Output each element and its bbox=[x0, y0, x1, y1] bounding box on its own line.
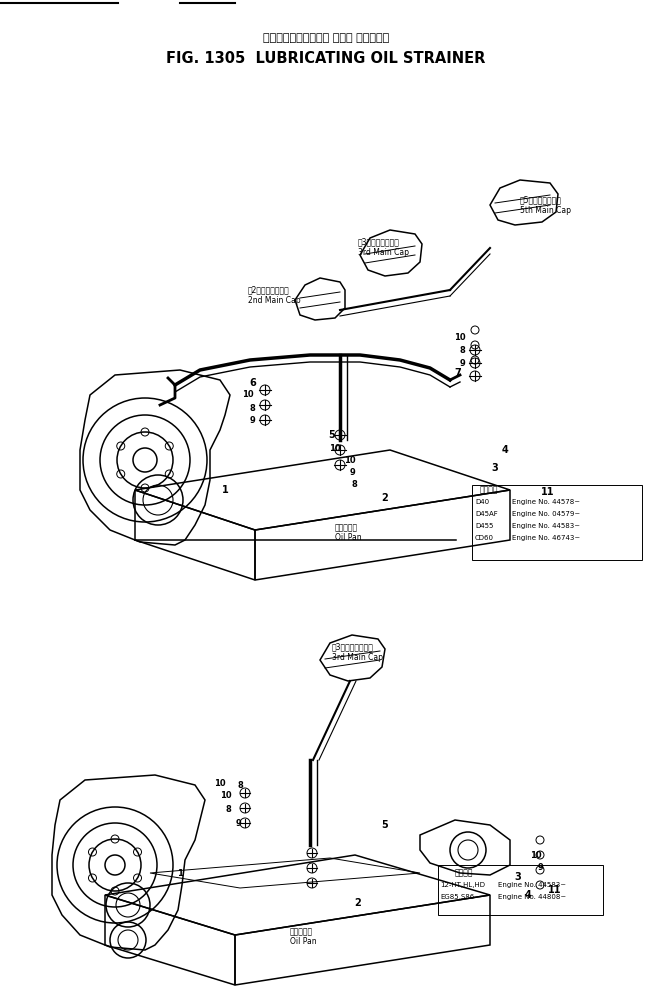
Text: 第3メインキャップ: 第3メインキャップ bbox=[332, 642, 374, 651]
Text: 第3メインキャップ: 第3メインキャップ bbox=[358, 237, 400, 246]
Text: 10: 10 bbox=[215, 779, 226, 788]
Text: 2: 2 bbox=[355, 898, 361, 908]
Text: ルーブリケーティング オイル ストレーナ: ルーブリケーティング オイル ストレーナ bbox=[263, 33, 389, 43]
Text: 8: 8 bbox=[225, 806, 231, 815]
Text: 8: 8 bbox=[237, 781, 243, 790]
Text: Engine No. 44808~: Engine No. 44808~ bbox=[498, 894, 566, 900]
Text: 11: 11 bbox=[548, 885, 562, 895]
Text: 6: 6 bbox=[250, 378, 256, 388]
Text: D45AF: D45AF bbox=[475, 511, 497, 517]
Text: 9: 9 bbox=[459, 359, 465, 368]
Text: Oil Pan: Oil Pan bbox=[290, 937, 317, 946]
Text: 2nd Main Cap: 2nd Main Cap bbox=[248, 296, 301, 305]
Text: 3rd Main Cap: 3rd Main Cap bbox=[358, 247, 409, 257]
Text: 7: 7 bbox=[454, 368, 462, 378]
Text: D40: D40 bbox=[475, 499, 489, 505]
Text: 10: 10 bbox=[530, 851, 542, 860]
Text: 12-HT,HL,HD: 12-HT,HL,HD bbox=[440, 882, 485, 888]
Text: 3: 3 bbox=[492, 463, 498, 473]
Text: 9: 9 bbox=[537, 863, 543, 872]
Text: 4: 4 bbox=[501, 445, 509, 455]
Text: 9: 9 bbox=[249, 415, 255, 424]
Text: 4: 4 bbox=[525, 890, 531, 900]
Text: 適用号機: 適用号機 bbox=[455, 869, 473, 877]
Text: D455: D455 bbox=[475, 523, 494, 529]
Text: Engine No. 46743~: Engine No. 46743~ bbox=[512, 535, 580, 541]
Text: CD60: CD60 bbox=[475, 535, 494, 541]
Text: Engine No. 04579~: Engine No. 04579~ bbox=[512, 511, 580, 517]
Text: 10: 10 bbox=[220, 791, 232, 800]
Text: 8: 8 bbox=[459, 346, 465, 355]
Text: 第2メインキャップ: 第2メインキャップ bbox=[248, 286, 289, 295]
Text: 1: 1 bbox=[222, 485, 228, 495]
Text: 11: 11 bbox=[541, 487, 555, 497]
Text: 10: 10 bbox=[242, 389, 254, 398]
Text: オイルパン: オイルパン bbox=[335, 524, 358, 533]
Text: 適用号機: 適用号機 bbox=[480, 485, 499, 494]
Text: 8: 8 bbox=[249, 403, 255, 412]
Text: 10: 10 bbox=[344, 455, 356, 464]
Text: 5: 5 bbox=[381, 820, 389, 830]
Text: 10: 10 bbox=[454, 333, 466, 342]
Text: Engine No. 44583~: Engine No. 44583~ bbox=[498, 882, 566, 888]
Text: EG85,S86: EG85,S86 bbox=[440, 894, 474, 900]
Text: 8: 8 bbox=[351, 479, 357, 488]
Text: 3: 3 bbox=[514, 872, 522, 882]
Bar bbox=[438, 865, 603, 915]
Text: オイルパン: オイルパン bbox=[290, 927, 313, 936]
Text: FIG. 1305  LUBRICATING OIL STRAINER: FIG. 1305 LUBRICATING OIL STRAINER bbox=[166, 51, 486, 66]
Text: Oil Pan: Oil Pan bbox=[335, 534, 362, 543]
Text: 3rd Main Cap: 3rd Main Cap bbox=[332, 652, 383, 661]
Text: Engine No. 44578~: Engine No. 44578~ bbox=[512, 499, 580, 505]
Text: 第5メインキャップ: 第5メインキャップ bbox=[520, 195, 562, 204]
Text: Engine No. 44583~: Engine No. 44583~ bbox=[512, 523, 580, 529]
Text: 2: 2 bbox=[381, 493, 389, 503]
Text: 5: 5 bbox=[329, 430, 335, 440]
Text: 5th Main Cap: 5th Main Cap bbox=[520, 205, 571, 214]
Text: 9: 9 bbox=[349, 467, 355, 476]
Text: 9: 9 bbox=[235, 819, 241, 828]
Text: 10: 10 bbox=[329, 443, 341, 452]
Text: 1: 1 bbox=[177, 869, 183, 877]
Bar bbox=[472, 485, 642, 560]
